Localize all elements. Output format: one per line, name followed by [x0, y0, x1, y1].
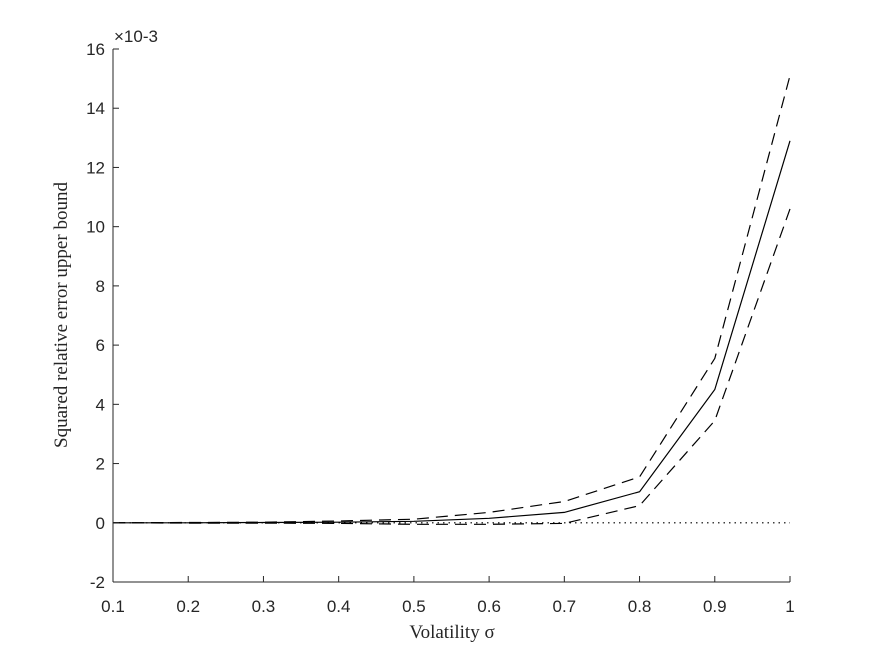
x-tick-label: 0.2: [176, 597, 200, 616]
series-line-dashed-1: [112, 75, 791, 524]
x-tick-label: 1: [785, 597, 794, 616]
x-ticks: 0.1 0.2 0.3 0.4 0.5 0.6 0.7 0.8 0.9 1: [101, 576, 795, 616]
y-tick-label: 14: [86, 99, 105, 118]
axes: [112, 49, 790, 583]
y-tick-label: -2: [90, 573, 105, 592]
y-tick-label: 8: [96, 277, 105, 296]
y-tick-label: 2: [96, 455, 105, 474]
y-tick-label: 16: [86, 40, 105, 59]
x-tick-label: 0.6: [477, 597, 501, 616]
y-tick-label: 0: [96, 514, 105, 533]
y-ticks: -2 0 2 4 6 8 10 12 14 16: [86, 40, 119, 592]
x-tick-label: 0.7: [553, 597, 577, 616]
y-tick-label: 10: [86, 218, 105, 237]
x-tick-label: 0.5: [402, 597, 426, 616]
x-axis-label: Volatility σ: [409, 622, 494, 643]
x-tick-label: 0.4: [327, 597, 351, 616]
y-tick-label: 4: [96, 395, 105, 414]
y-axis-label: Squared relative error upper bound: [51, 182, 72, 448]
series-line-dashed-2: [112, 208, 791, 525]
y-tick-label: 6: [96, 336, 105, 355]
y-exponent-label: ×10-3: [114, 27, 158, 46]
x-tick-label: 0.3: [252, 597, 276, 616]
x-tick-label: 0.9: [703, 597, 727, 616]
x-tick-label: 0.8: [628, 597, 652, 616]
series-line-solid-0: [113, 140, 791, 524]
y-tick-label: 12: [86, 158, 105, 177]
plot-lines: [112, 75, 791, 525]
x-tick-label: 0.1: [101, 597, 125, 616]
